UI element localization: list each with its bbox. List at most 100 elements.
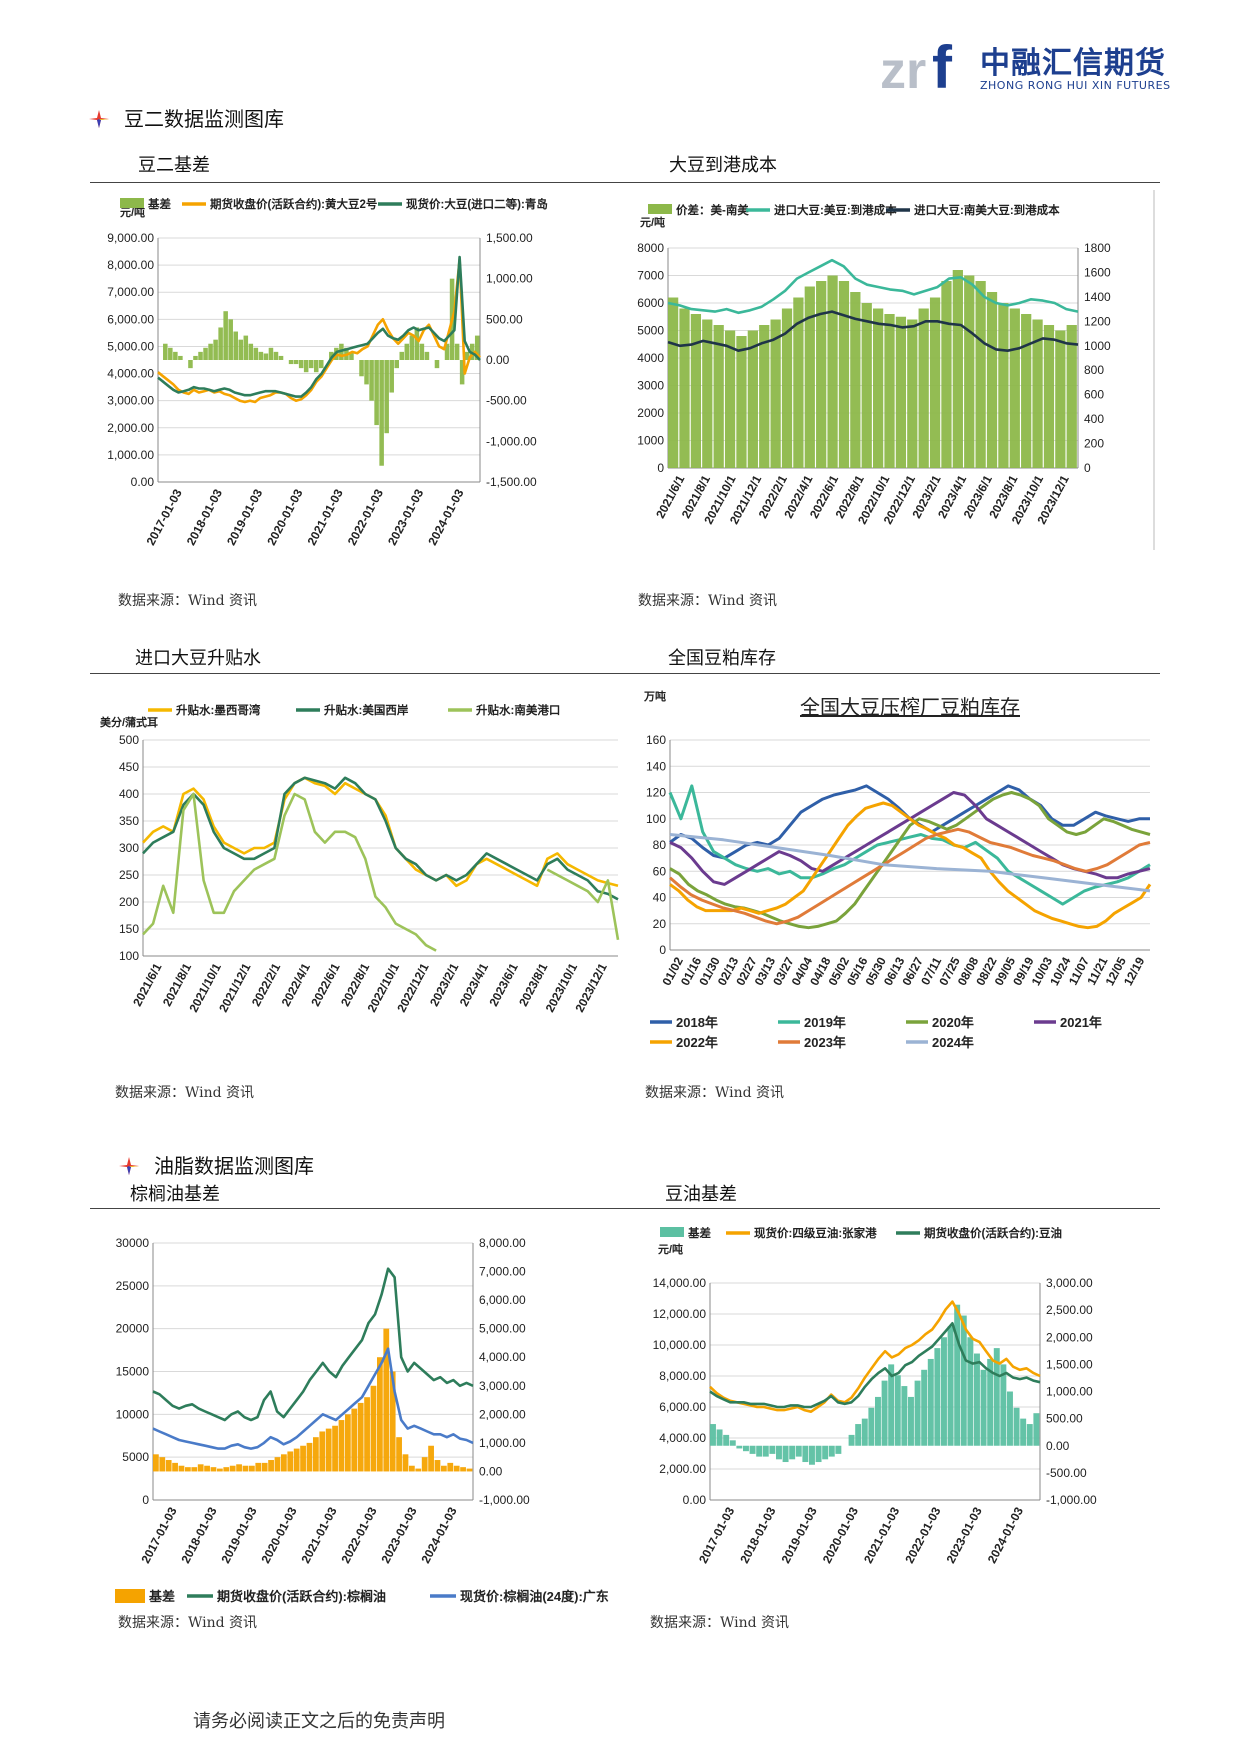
y-tick-label: 14,000.00 <box>653 1276 707 1290</box>
x-tick-label: 2018-01-03 <box>178 1505 219 1566</box>
y2-tick-label: 0 <box>1084 461 1091 475</box>
data-source-note: 数据来源：Wind 资讯 <box>650 1615 790 1631</box>
bar <box>306 1442 313 1472</box>
y-tick-label: 0.00 <box>131 475 155 489</box>
bar <box>168 347 173 360</box>
chart-svg: 0 1000 2000 3000 4000 5000 6000 7000 8000 0 200 400… <box>637 190 1155 550</box>
bar <box>396 1437 402 1472</box>
bar <box>861 1418 868 1446</box>
bar <box>802 1445 809 1463</box>
bar <box>1013 1407 1020 1446</box>
x-tick-label: 2020-01-03 <box>820 1505 861 1566</box>
y2-tick-label: 1,000.00 <box>486 272 533 286</box>
bar <box>1009 308 1020 468</box>
bar <box>850 292 861 468</box>
legend-label: 现货价:四级豆油:张家港 <box>754 1226 877 1240</box>
y-tick-label: 500 <box>119 733 139 747</box>
bar <box>193 355 198 360</box>
bar <box>210 1467 217 1472</box>
bar <box>776 1445 782 1460</box>
chart-svg: 0.00 2,000.00 4,000.00 6,000.00 8,000.00 10,0… <box>653 1226 1097 1566</box>
y-tick-label: 160 <box>646 733 666 747</box>
bar <box>319 360 324 369</box>
bar <box>908 1396 914 1446</box>
bar <box>459 360 465 385</box>
bar <box>747 330 758 468</box>
bar <box>964 275 975 468</box>
y2-tick-label: 1,000.00 <box>479 1436 526 1450</box>
legend-swatch <box>120 198 144 208</box>
bar <box>384 360 389 434</box>
bar <box>713 325 724 468</box>
bar <box>804 286 815 468</box>
y-tick-label: 3000 <box>637 379 664 393</box>
bar <box>474 335 480 360</box>
y-tick-label: 40 <box>653 891 667 905</box>
y-tick-label: 9,000.00 <box>107 231 154 245</box>
legend-label: 升贴水:南美港口 <box>476 703 560 717</box>
legend-label: 期货收盘价(活跃合约):豆油 <box>924 1226 1062 1240</box>
bar <box>1033 1413 1040 1446</box>
y-tick-label: 7,000.00 <box>107 285 154 299</box>
y-tick-label: 200 <box>119 895 139 909</box>
bar <box>453 1465 460 1472</box>
y-tick-label: 150 <box>119 922 139 936</box>
y-tick-label: 10,000.00 <box>653 1338 707 1352</box>
bar <box>163 343 168 360</box>
bar <box>153 1454 159 1472</box>
y2-tick-label: -1,000.00 <box>479 1493 530 1507</box>
legend-swatch <box>115 1589 145 1603</box>
bar <box>716 1429 723 1446</box>
bar <box>229 1465 236 1472</box>
x-tick-label: 2024-01-03 <box>418 1505 459 1566</box>
legend-label: 2021年 <box>1060 1015 1102 1030</box>
bar <box>185 1467 191 1472</box>
series-line <box>669 833 1151 893</box>
bar <box>884 314 895 468</box>
bar <box>364 1397 370 1472</box>
disclaimer-footer: 请务必阅读正文之后的免责声明 <box>193 1711 445 1732</box>
bar <box>345 1414 351 1472</box>
y-tick-label: 25000 <box>116 1279 150 1293</box>
bar <box>248 343 254 360</box>
bar <box>377 1357 383 1472</box>
logo-chinese-name: 中融汇信期货 <box>980 46 1166 81</box>
bar <box>679 308 690 468</box>
y2-tick-label: 1,500.00 <box>1046 1357 1093 1371</box>
y2-tick-label: 1200 <box>1084 314 1111 328</box>
bar <box>313 1437 319 1472</box>
bar <box>1066 325 1077 468</box>
data-source-note: 数据来源：Wind 资讯 <box>638 593 778 609</box>
svg-text:f: f <box>932 34 953 96</box>
y-tick-label: 60 <box>653 864 667 878</box>
legend-label: 基差 <box>147 197 171 211</box>
chart-imported-soy-premium: 100 150 200 250 300 350 400 450 500 2021/6/1 2021/… <box>98 690 628 1060</box>
y-tick-label: 5000 <box>637 324 664 338</box>
bar <box>303 360 309 373</box>
y-tick-label: 1,000.00 <box>107 448 154 462</box>
logo-english-name: ZHONG RONG HUI XIN FUTURES <box>980 79 1171 92</box>
bar <box>927 1358 934 1446</box>
chart-national-soymeal-stock: 0 20 40 60 80 100 120 140 160 01/02 01/16 01/30 02/1… <box>640 689 1160 1060</box>
y-tick-label: 12,000.00 <box>653 1307 707 1321</box>
bar <box>421 1457 428 1472</box>
x-tick-label: 2018-01-03 <box>737 1505 778 1566</box>
y-tick-label: 4000 <box>637 351 664 365</box>
bar <box>288 360 294 365</box>
bar <box>178 355 183 360</box>
bar <box>710 1424 716 1446</box>
legend-label: 基差 <box>148 1589 175 1604</box>
bar <box>690 314 702 468</box>
divider-line <box>90 182 1160 183</box>
y2-tick-label: 4,000.00 <box>479 1350 526 1364</box>
series-line <box>152 1267 474 1422</box>
y2-tick-label: 0.00 <box>486 353 510 367</box>
bar <box>975 281 986 468</box>
bar <box>159 1457 166 1472</box>
legend-swatch <box>648 204 672 214</box>
y2-tick-label: -1,000.00 <box>1046 1493 1097 1507</box>
bar <box>268 347 274 360</box>
bar <box>934 1348 941 1446</box>
bar <box>415 1468 422 1472</box>
bar <box>191 1467 198 1472</box>
